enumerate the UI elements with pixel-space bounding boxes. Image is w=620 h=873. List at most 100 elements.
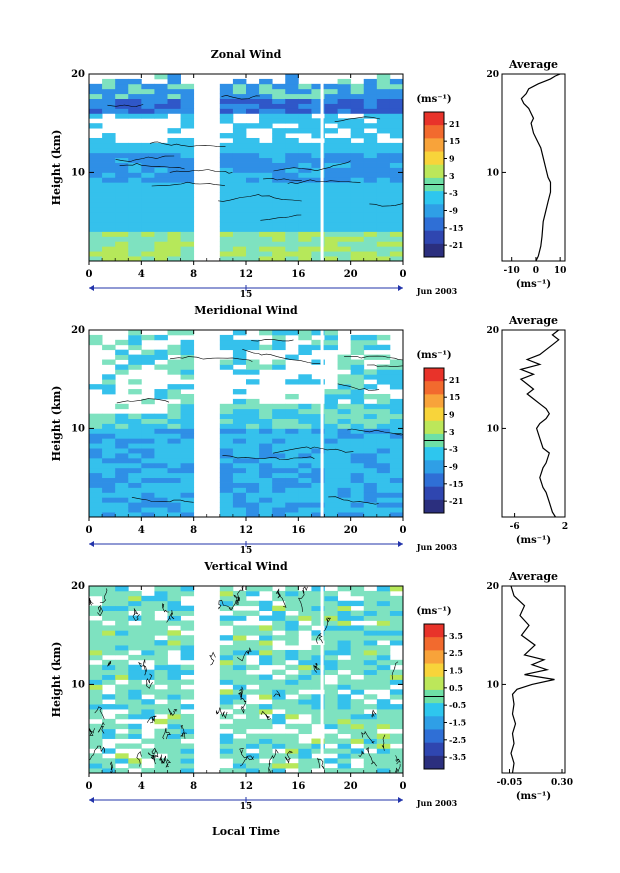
- colorbar-swatch: [424, 755, 444, 770]
- x-tick-label: 16: [291, 525, 305, 536]
- y-tick-label: 20: [71, 69, 85, 80]
- colorbar-tick-label: -2.5: [449, 735, 466, 745]
- profile-line: [520, 73, 561, 262]
- x-tick-label: 0: [86, 269, 93, 280]
- panel-zonal: Zonal Wind 0 4 8 12 16 20 0 20 10 Height (km) 15 Jun…: [50, 48, 566, 300]
- x-tick-label: 0: [400, 269, 407, 280]
- colorbar-swatch: [424, 716, 444, 730]
- colorbar-swatch: [424, 217, 444, 231]
- colorbar-tick-label: -3: [449, 444, 458, 454]
- colorbar-tick-label: 21: [449, 375, 460, 385]
- profile-frame: [501, 73, 566, 262]
- profile-x-tick-label: -6: [510, 522, 520, 532]
- x-tick-label: 16: [291, 781, 305, 792]
- colorbar-swatch: [424, 204, 444, 218]
- colorbar-swatch: [424, 447, 444, 461]
- colorbar-unit-label: (ms⁻¹): [416, 350, 451, 361]
- colorbar-swatch: [424, 407, 444, 422]
- colorbar-tick-label: 9: [449, 410, 455, 420]
- profile-y-tick-label: 20: [486, 582, 499, 592]
- profile-y-tick-label: 10: [486, 168, 499, 178]
- profile-x-tick-label: -10: [504, 266, 520, 276]
- x-tick-label: 0: [86, 781, 93, 792]
- colorbar-swatch: [424, 164, 444, 179]
- heatmap-cells: [89, 330, 404, 518]
- colorbar-tick-label: 15: [449, 136, 460, 146]
- profile-x-tick-label: 10: [554, 266, 567, 276]
- profile-x-axis-label: (ms⁻¹): [516, 279, 551, 290]
- x-tick-label: 12: [239, 525, 253, 536]
- colorbar-tick-label: 9: [449, 154, 455, 164]
- contour-lines: [107, 94, 404, 221]
- x-tick-label: 20: [344, 781, 358, 792]
- panel-vertical: Vertical Wind 0 4 8 12 16 20 0 20 10 Height (km) 15…: [50, 560, 573, 838]
- colorbar-tick-label: -1.5: [449, 717, 466, 727]
- profile-y-tick-label: 10: [486, 680, 499, 690]
- colorbar-tick-label: -3: [449, 188, 458, 198]
- data-gap-line: [320, 330, 324, 517]
- colorbar-swatch: [424, 112, 444, 126]
- x-tick-label: 0: [400, 525, 407, 536]
- colorbar-tick-label: 3.5: [449, 631, 463, 641]
- profile-x-tick-label: 0: [533, 266, 539, 276]
- colorbar-swatch: [424, 676, 444, 691]
- colorbar-tick-label: -21: [449, 240, 463, 250]
- colorbar-tick-label: -3.5: [449, 752, 466, 762]
- colorbar-swatch: [424, 703, 444, 717]
- profile-line: [510, 585, 555, 774]
- panel-title: Meridional Wind: [194, 304, 298, 317]
- profile-y-tick-label: 10: [486, 424, 499, 434]
- date-label: 15: [240, 802, 253, 812]
- x-tick-label: 0: [86, 525, 93, 536]
- x-tick-label: 8: [190, 525, 197, 536]
- colorbar-tick-label: 3: [449, 427, 455, 437]
- x-tick-label: 20: [344, 525, 358, 536]
- date-label: 15: [240, 546, 253, 556]
- colorbar-swatch: [424, 663, 444, 678]
- data-gap-line: [320, 74, 324, 261]
- x-tick-label: 20: [344, 269, 358, 280]
- x-tick-label: 4: [138, 525, 145, 536]
- colorbar-swatch: [424, 486, 444, 501]
- date-bar-arrow-right: [398, 797, 403, 803]
- profile-title: Average: [508, 314, 558, 327]
- x-tick-label: 4: [138, 269, 145, 280]
- colorbar-swatch: [424, 394, 444, 408]
- colorbar-tick-label: 15: [449, 392, 460, 402]
- y-tick-label: 10: [71, 167, 85, 178]
- profile-frame: [501, 585, 566, 774]
- y-tick-label: 10: [71, 679, 85, 690]
- colorbar-tick-label: 21: [449, 119, 460, 129]
- x-tick-label: 12: [239, 781, 253, 792]
- date-bar-arrow-left: [89, 797, 94, 803]
- colorbar-swatch: [424, 420, 444, 435]
- colorbar-tick-label: 1.5: [449, 666, 463, 676]
- profile-x-axis-label: (ms⁻¹): [516, 791, 551, 802]
- y-tick-label: 20: [71, 581, 85, 592]
- colorbar-swatch: [424, 637, 444, 651]
- month-label: Jun 2003: [416, 286, 458, 296]
- colorbar-swatch: [424, 381, 444, 395]
- date-bar-arrow-left: [89, 541, 94, 547]
- y-axis-label: Height (km): [50, 642, 63, 718]
- profile-y-tick-label: 20: [486, 326, 499, 336]
- x-tick-label: 12: [239, 269, 253, 280]
- colorbar-tick-label: -9: [449, 205, 458, 215]
- profile-title: Average: [508, 570, 558, 583]
- colorbar-swatch: [424, 125, 444, 139]
- colorbar-swatch: [424, 650, 444, 664]
- colorbar-swatch: [424, 460, 444, 474]
- colorbar-swatch: [424, 624, 444, 638]
- date-bar-arrow-left: [89, 285, 94, 291]
- colorbar-unit-label: (ms⁻¹): [416, 606, 451, 617]
- colorbar-swatch: [424, 230, 444, 245]
- x-tick-label: 16: [291, 269, 305, 280]
- y-tick-label: 10: [71, 423, 85, 434]
- y-axis-label: Height (km): [50, 386, 63, 462]
- colorbar-swatch: [424, 191, 444, 205]
- colorbar-tick-label: 0.5: [449, 683, 463, 693]
- panel-title: Vertical Wind: [203, 560, 288, 573]
- colorbar-swatch: [424, 499, 444, 514]
- colorbar-tick-label: -9: [449, 461, 458, 471]
